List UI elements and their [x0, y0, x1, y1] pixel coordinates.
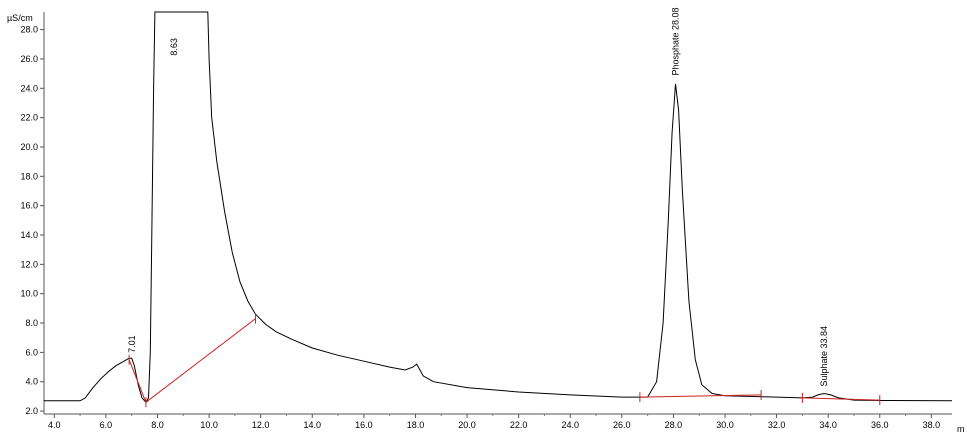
- x-axis-unit: m: [957, 424, 965, 434]
- x-tick-label: 32.0: [768, 420, 786, 430]
- y-tick-label: 10.0: [20, 289, 38, 299]
- x-tick-label: 14.0: [304, 420, 322, 430]
- x-tick-label: 4.0: [48, 420, 61, 430]
- x-tick-label: 8.0: [151, 420, 164, 430]
- x-tick-label: 24.0: [561, 420, 579, 430]
- y-tick-label: 12.0: [20, 259, 38, 269]
- y-tick-label: 16.0: [20, 201, 38, 211]
- baseline-segment: [802, 397, 880, 401]
- series-layer: [44, 11, 953, 404]
- peak-label: Phosphate 28.08: [670, 7, 680, 75]
- chromatogram-trace: [44, 11, 953, 404]
- y-tick-label: 8.0: [25, 318, 38, 328]
- y-tick-label: 22.0: [20, 113, 38, 123]
- x-tick-label: 6.0: [100, 420, 113, 430]
- y-tick-label: 20.0: [20, 142, 38, 152]
- x-tick-label: 12.0: [252, 420, 270, 430]
- x-tick-label: 18.0: [407, 420, 425, 430]
- x-axis-ticks: 4.0 6.0 8.0 10.0 12.0 14.0 16.0 18.0 20.0 22.0 24.…: [48, 414, 940, 430]
- baseline-segment: [128, 359, 147, 403]
- peak-label: 8.63: [169, 38, 179, 56]
- y-tick-label: 26.0: [20, 54, 38, 64]
- peak-labels: 7.01 8.63 Phosphate 28.08 Sulphate 33.84: [127, 7, 829, 386]
- x-tick-label: 34.0: [819, 420, 837, 430]
- y-tick-label: 14.0: [20, 230, 38, 240]
- x-tick-label: 36.0: [871, 420, 889, 430]
- y-axis-unit: µS/cm: [7, 13, 33, 23]
- y-axis-ticks: 2.0 4.0 6.0 8.0 10.0 12.0 14.0 16.0 18.0 20.0 22.0…: [20, 25, 44, 416]
- x-tick-label: 30.0: [716, 420, 734, 430]
- peak-label: 7.01: [127, 335, 137, 353]
- peak-label: Sulphate 33.84: [819, 326, 829, 387]
- x-tick-label: 28.0: [665, 420, 683, 430]
- x-tick-label: 38.0: [923, 420, 941, 430]
- x-tick-label: 10.0: [200, 420, 218, 430]
- y-tick-label: 4.0: [25, 377, 38, 387]
- y-tick-label: 2.0: [25, 406, 38, 416]
- x-tick-label: 20.0: [458, 420, 476, 430]
- baseline-segment: [145, 318, 256, 403]
- x-tick-label: 22.0: [510, 420, 528, 430]
- baseline-segment: [639, 394, 762, 398]
- y-tick-label: 24.0: [20, 83, 38, 93]
- x-tick-label: 16.0: [355, 420, 373, 430]
- x-tick-label: 26.0: [613, 420, 631, 430]
- integration-baselines: [128, 318, 880, 403]
- y-tick-label: 28.0: [20, 25, 38, 35]
- y-tick-label: 6.0: [25, 347, 38, 357]
- y-tick-label: 18.0: [20, 171, 38, 181]
- integration-markers: [128, 313, 881, 408]
